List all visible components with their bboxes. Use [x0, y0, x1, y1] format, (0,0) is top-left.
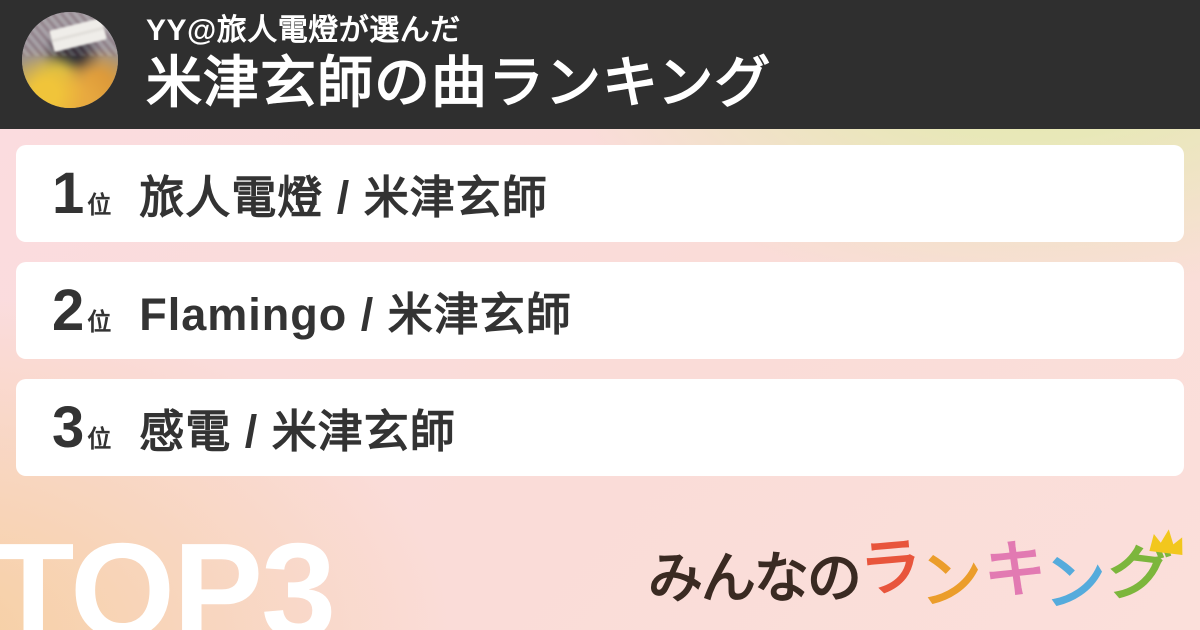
logo-char-ki: キ	[982, 534, 1048, 607]
ranking-row-2: 2 位 Flamingo / 米津玄師	[16, 262, 1184, 359]
rank-suffix: 位	[87, 309, 112, 336]
header-bar: YY@旅人電燈が選んだ 米津玄師の曲ランキング	[0, 0, 1200, 129]
logo-char-gu: グ	[1104, 529, 1183, 613]
rank-suffix: 位	[87, 426, 112, 453]
crown-icon	[1147, 525, 1188, 557]
avatar	[22, 12, 118, 108]
logo-char-ra: ラ	[856, 531, 925, 606]
entry-label: 感電 / 米津玄師	[139, 406, 456, 457]
ranking-row-1: 1 位 旅人電燈 / 米津玄師	[16, 145, 1184, 242]
rank-number: 1	[52, 161, 85, 226]
row-line: 2 位 Flamingo / 米津玄師	[52, 278, 572, 343]
entry-label: 旅人電燈 / 米津玄師	[139, 172, 548, 223]
rank-number: 3	[52, 395, 85, 460]
ranking-row-3: 3 位 感電 / 米津玄師	[16, 379, 1184, 476]
entry-label: Flamingo / 米津玄師	[139, 289, 572, 340]
logo-char-n1: ン	[918, 544, 984, 617]
logo-char-n2: ン	[1042, 546, 1108, 619]
row-line: 1 位 旅人電燈 / 米津玄師	[52, 161, 548, 226]
header-text: YY@旅人電燈が選んだ 米津玄師の曲ランキング	[146, 12, 771, 113]
row-line: 3 位 感電 / 米津玄師	[52, 395, 456, 460]
logo-prefix-text: みんなの	[647, 547, 862, 609]
site-logo: みんなの ラ ン キ ン グ	[647, 529, 1183, 619]
rank-suffix: 位	[87, 192, 112, 219]
ranking-list: 1 位 旅人電燈 / 米津玄師 2 位 Flamingo / 米津玄師 3 位 …	[16, 145, 1184, 476]
page-title: 米津玄師の曲ランキング	[146, 50, 772, 114]
author-line: YY@旅人電燈が選んだ	[146, 14, 461, 47]
rank-number: 2	[52, 278, 85, 343]
top3-badge: TOP3	[0, 515, 336, 630]
